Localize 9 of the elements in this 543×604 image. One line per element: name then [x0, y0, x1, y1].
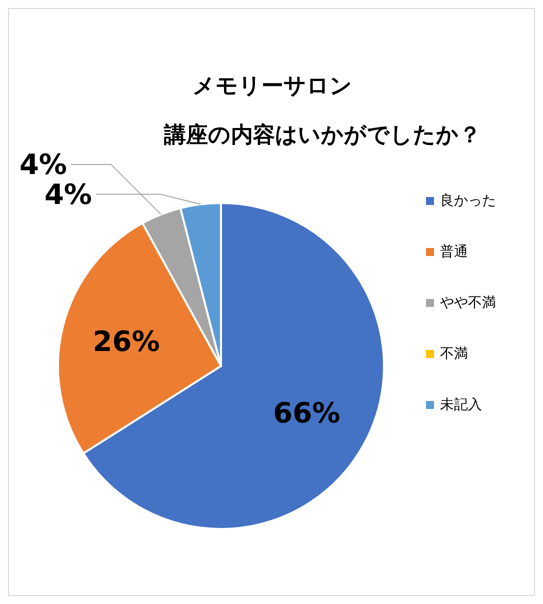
legend-label: 不満 — [440, 345, 468, 363]
chart-title: メモリーサロン — [192, 73, 354, 101]
chart-subtitle: 講座の内容はいかがでしたか？ — [162, 122, 482, 150]
legend-label: やや不満 — [440, 294, 496, 312]
data-label: 66% — [273, 396, 340, 430]
legend-label: 良かった — [440, 192, 496, 210]
legend-label: 未記入 — [440, 396, 482, 414]
legend-label: 普通 — [440, 243, 468, 261]
data-label: 26% — [92, 325, 160, 358]
